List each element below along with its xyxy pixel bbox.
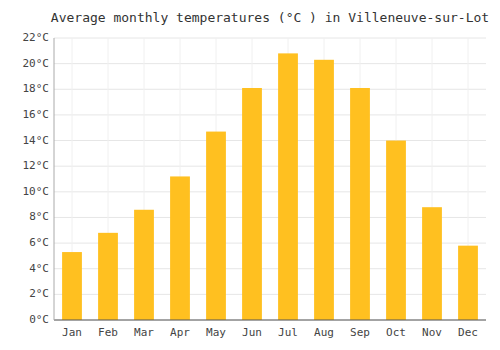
- y-axis-line: [54, 38, 55, 320]
- bar: [350, 88, 370, 320]
- bar: [386, 141, 406, 320]
- y-tick-label: 0°C: [29, 313, 49, 326]
- x-tick-label: Apr: [170, 326, 190, 339]
- bar: [314, 60, 334, 320]
- y-tick-label: 6°C: [29, 236, 49, 249]
- y-tick-label: 10°C: [23, 185, 50, 198]
- x-tick-label: Sep: [350, 326, 370, 339]
- x-tick-label: Jun: [242, 326, 262, 339]
- grid-line-y: [54, 191, 486, 192]
- x-tick-label: Nov: [422, 326, 442, 339]
- y-tick-label: 18°C: [23, 82, 50, 95]
- bar: [62, 252, 82, 320]
- y-tick-label: 12°C: [23, 159, 50, 172]
- x-tick-label: Mar: [134, 326, 154, 339]
- x-tick-label: Jan: [62, 326, 82, 339]
- grid-line-y: [54, 243, 486, 244]
- x-tick-label: Jul: [278, 326, 298, 339]
- grid-line-y: [54, 63, 486, 64]
- grid: [54, 38, 486, 320]
- x-tick-label: May: [206, 326, 226, 339]
- grid-line-y: [54, 268, 486, 269]
- y-tick-label: 22°C: [23, 31, 50, 44]
- bar: [206, 132, 226, 320]
- bar: [98, 233, 118, 320]
- title: Average monthly temperatures (°C ) in Vi…: [51, 10, 489, 25]
- y-tick-label: 4°C: [29, 262, 49, 275]
- bar: [134, 210, 154, 320]
- grid-line-y: [54, 166, 486, 167]
- bar: [422, 207, 442, 320]
- y-tick-label: 16°C: [23, 108, 50, 121]
- grid-line-y: [54, 114, 486, 115]
- x-axis-line: [54, 320, 486, 321]
- y-tick-label: 14°C: [23, 134, 50, 147]
- grid-line-y: [54, 320, 486, 321]
- x-tick-label: Feb: [98, 326, 118, 339]
- bar: [278, 53, 298, 320]
- bar: [242, 88, 262, 320]
- x-tick-label: Aug: [314, 326, 334, 339]
- chart: 0°C 2°C 4°C 6°C 8°C 10°C 12°C 14°C 16°C 18°C 20°C 2…: [0, 0, 500, 350]
- y-tick-label: 20°C: [23, 57, 50, 70]
- bar: [458, 246, 478, 320]
- grid-line-y: [54, 38, 486, 39]
- bar: [170, 176, 190, 320]
- grid-line-y: [54, 294, 486, 295]
- grid-line-y: [54, 89, 486, 90]
- x-tick-label: Dec: [458, 326, 478, 339]
- x-tick-label: Oct: [386, 326, 406, 339]
- y-tick-label: 8°C: [29, 210, 49, 223]
- grid-line-y: [54, 217, 486, 218]
- grid-line-y: [54, 140, 486, 141]
- y-tick-label: 2°C: [29, 287, 49, 300]
- bars: [62, 53, 478, 320]
